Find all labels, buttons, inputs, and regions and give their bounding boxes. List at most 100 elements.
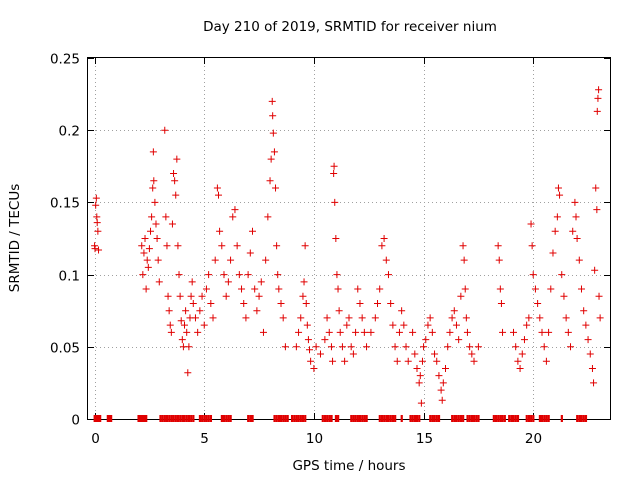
y-tick-label: 0.2 [59,124,80,140]
axis-ticks [88,58,610,420]
zero-value-marker [334,415,338,422]
zero-value-marker [282,415,285,422]
data-point [398,307,406,315]
y-tick-label: 0.05 [50,341,80,357]
data-point [147,227,155,235]
data-point [387,299,395,307]
zero-value-marker [470,415,474,422]
zero-value-marker [435,415,438,422]
data-point [384,271,392,279]
data-point [173,155,181,163]
y-tick-label: 0.25 [50,52,80,68]
data-point [205,271,213,279]
zero-value-marker [277,415,281,422]
data-point [292,343,300,351]
data-point [538,328,546,336]
data-point [183,328,191,336]
data-point [222,292,230,300]
data-point [264,213,272,221]
data-point [593,107,601,115]
zero-value-marker [473,415,476,422]
data-point [460,256,468,264]
x-axis-label: GPS time / hours [292,458,405,474]
data-point [520,336,528,344]
data-point [269,129,277,137]
data-point [382,256,390,264]
zero-value-marker [415,415,419,422]
data-point [411,350,419,358]
zero-value-marker [545,415,548,422]
data-point [564,328,572,336]
data-point [172,191,180,199]
data-point [207,299,215,307]
data-point [358,314,366,322]
data-point [143,256,151,264]
data-point [529,271,537,279]
data-point [248,227,256,235]
zero-value-marker [304,415,307,422]
zero-value-marker [503,415,506,422]
data-point [560,292,568,300]
data-point [140,249,148,257]
data-point [266,177,274,185]
zero-value-marker [385,415,388,422]
data-point [209,314,217,322]
data-point [446,328,454,336]
data-point [299,292,307,300]
data-point [596,314,604,322]
data-point [198,292,206,300]
data-point [363,343,371,351]
data-point [268,97,276,105]
data-point [253,307,261,315]
data-point [262,256,270,264]
y-tick-label: 0.15 [50,196,80,212]
data-point [415,379,423,387]
zero-value-marker [455,415,458,422]
data-point [279,314,287,322]
zero-value-marker [207,415,210,422]
data-point [591,266,599,274]
data-point [171,177,179,185]
data-point [580,307,588,315]
zero-value-marker [299,415,302,422]
zero-value-marker [323,415,327,422]
zero-value-marker [183,415,186,422]
data-point [428,328,436,336]
data-point [325,328,333,336]
data-point [229,213,237,221]
data-point [176,292,184,300]
data-point [376,285,384,293]
x-tick-labels: 0 5 10 15 20 [91,431,542,447]
data-point [167,328,175,336]
data-point [154,256,162,264]
data-point [352,328,360,336]
data-point [94,227,102,235]
zero-value-marker [222,415,226,422]
data-point [462,314,470,322]
data-point [231,206,239,214]
y-tick-labels: 0 0.05 0.1 0.15 0.2 0.25 [50,52,80,429]
data-point [572,213,580,221]
zero-value-marker [145,415,148,422]
data-point [144,263,152,271]
data-point [336,328,344,336]
data-point [301,242,309,250]
zero-value-marker [209,415,213,422]
zero-value-marker [293,415,296,422]
data-point [380,235,388,242]
data-point [459,242,467,250]
zero-value-marker [389,415,392,422]
zero-value-marker [286,415,289,422]
data-point [310,364,318,372]
data-point [442,364,450,372]
zero-value-marker [494,415,498,422]
data-point [371,314,379,322]
data-point [151,198,159,206]
data-point [495,256,503,264]
zero-value-marker [163,415,166,422]
data-point [343,321,351,329]
data-point [499,328,507,336]
data-point [281,343,289,351]
data-point [297,314,305,322]
